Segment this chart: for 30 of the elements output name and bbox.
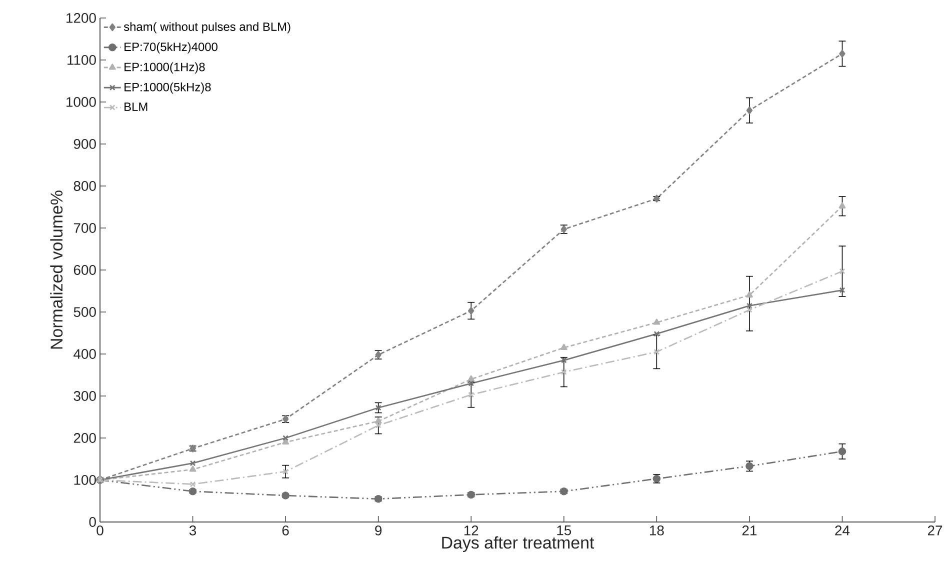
x-tick-label: 21 xyxy=(742,526,757,536)
x-tick-label: 12 xyxy=(464,526,478,536)
x-tick-label: 18 xyxy=(650,526,664,536)
y-tick-label: 200 xyxy=(74,433,96,443)
y-tick-label: 1100 xyxy=(68,55,96,65)
y-tick-label: 300 xyxy=(74,391,96,401)
y-tick-label: 1200 xyxy=(66,13,96,23)
x-tick-label: 24 xyxy=(835,526,850,536)
y-tick-label: 100 xyxy=(74,475,96,485)
x-tick-label: 3 xyxy=(189,526,196,536)
legend-label: EP:70(5kHz)4000 xyxy=(124,42,218,54)
y-tick-label: 400 xyxy=(74,349,96,359)
y-tick-label: 600 xyxy=(74,265,96,275)
legend-label: EP:1000(1Hz)8 xyxy=(124,62,205,74)
legend-label: EP:1000(5kHz)8 xyxy=(124,82,211,94)
y-tick-label: 700 xyxy=(74,223,96,233)
x-axis-title: Days after treatment xyxy=(442,536,594,552)
x-tick-label: 27 xyxy=(928,526,942,536)
x-tick-label: 9 xyxy=(375,526,382,536)
y-tick-label: 800 xyxy=(74,181,96,191)
x-tick-label: 0 xyxy=(96,526,104,536)
x-tick-label: 15 xyxy=(557,526,572,536)
y-tick-label: 500 xyxy=(74,307,96,317)
y-tick-label: 1000 xyxy=(66,97,96,107)
legend-label: BLM xyxy=(124,102,148,111)
y-tick-label: 900 xyxy=(74,139,96,149)
legend-label: sham( without pulses and BLM) xyxy=(124,22,290,34)
y-axis-title: Normalized volume% xyxy=(50,190,63,349)
y-tick-label: 0 xyxy=(89,517,96,527)
x-tick-label: 6 xyxy=(282,526,289,536)
